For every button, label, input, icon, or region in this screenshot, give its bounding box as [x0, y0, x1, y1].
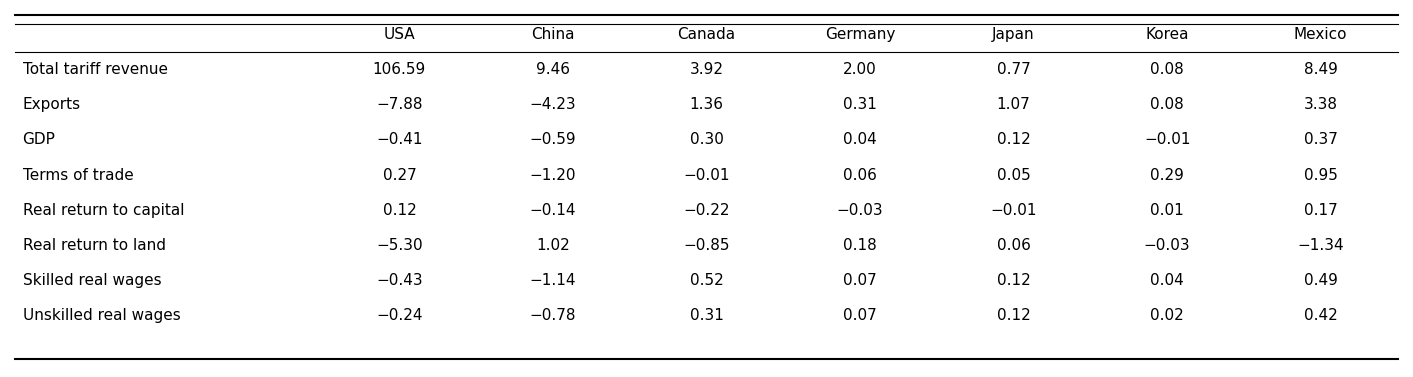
- Text: 0.02: 0.02: [1150, 308, 1184, 323]
- Text: Canada: Canada: [677, 27, 736, 42]
- Text: 0.18: 0.18: [844, 238, 877, 253]
- Text: −0.14: −0.14: [530, 203, 577, 218]
- Text: −7.88: −7.88: [376, 97, 422, 112]
- Text: Japan: Japan: [992, 27, 1034, 42]
- Text: 0.27: 0.27: [383, 168, 417, 182]
- Text: 0.12: 0.12: [996, 273, 1030, 288]
- Text: −0.24: −0.24: [376, 308, 422, 323]
- Text: 0.07: 0.07: [844, 308, 877, 323]
- Text: 1.02: 1.02: [536, 238, 569, 253]
- Text: Mexico: Mexico: [1294, 27, 1348, 42]
- Text: Total tariff revenue: Total tariff revenue: [23, 62, 168, 77]
- Text: 0.52: 0.52: [690, 273, 723, 288]
- Text: GDP: GDP: [23, 132, 55, 147]
- Text: −0.03: −0.03: [1145, 238, 1191, 253]
- Text: Exports: Exports: [23, 97, 81, 112]
- Text: −1.20: −1.20: [530, 168, 577, 182]
- Text: 0.37: 0.37: [1304, 132, 1338, 147]
- Text: 0.12: 0.12: [996, 308, 1030, 323]
- Text: −0.78: −0.78: [530, 308, 577, 323]
- Text: 0.06: 0.06: [996, 238, 1030, 253]
- Text: −0.01: −0.01: [1145, 132, 1190, 147]
- Text: 0.07: 0.07: [844, 273, 877, 288]
- Text: 0.30: 0.30: [690, 132, 723, 147]
- Text: Korea: Korea: [1146, 27, 1188, 42]
- Text: 0.31: 0.31: [690, 308, 723, 323]
- Text: 0.04: 0.04: [1150, 273, 1184, 288]
- Text: 3.92: 3.92: [690, 62, 723, 77]
- Text: 0.05: 0.05: [996, 168, 1030, 182]
- Text: Skilled real wages: Skilled real wages: [23, 273, 161, 288]
- Text: 1.36: 1.36: [690, 97, 723, 112]
- Text: 0.31: 0.31: [844, 97, 877, 112]
- Text: China: China: [531, 27, 575, 42]
- Text: 0.06: 0.06: [844, 168, 877, 182]
- Text: 2.00: 2.00: [844, 62, 877, 77]
- Text: 0.77: 0.77: [996, 62, 1030, 77]
- Text: USA: USA: [383, 27, 415, 42]
- Text: −0.01: −0.01: [684, 168, 729, 182]
- Text: −0.22: −0.22: [684, 203, 729, 218]
- Text: 0.49: 0.49: [1304, 273, 1338, 288]
- Text: 0.12: 0.12: [383, 203, 417, 218]
- Text: −5.30: −5.30: [376, 238, 422, 253]
- Text: 0.12: 0.12: [996, 132, 1030, 147]
- Text: −0.03: −0.03: [836, 203, 883, 218]
- Text: 0.95: 0.95: [1304, 168, 1338, 182]
- Text: Real return to land: Real return to land: [23, 238, 165, 253]
- Text: 0.01: 0.01: [1150, 203, 1184, 218]
- Text: 1.07: 1.07: [996, 97, 1030, 112]
- Text: 0.29: 0.29: [1150, 168, 1184, 182]
- Text: 106.59: 106.59: [373, 62, 425, 77]
- Text: −1.34: −1.34: [1297, 238, 1344, 253]
- Text: −0.43: −0.43: [376, 273, 422, 288]
- Text: 0.08: 0.08: [1150, 62, 1184, 77]
- Text: 9.46: 9.46: [536, 62, 569, 77]
- Text: −4.23: −4.23: [530, 97, 577, 112]
- Text: −0.85: −0.85: [684, 238, 729, 253]
- Text: 0.08: 0.08: [1150, 97, 1184, 112]
- Text: −0.59: −0.59: [530, 132, 577, 147]
- Text: 8.49: 8.49: [1304, 62, 1338, 77]
- Text: Real return to capital: Real return to capital: [23, 203, 184, 218]
- Text: −0.41: −0.41: [376, 132, 422, 147]
- Text: Unskilled real wages: Unskilled real wages: [23, 308, 181, 323]
- Text: −0.01: −0.01: [991, 203, 1037, 218]
- Text: 0.17: 0.17: [1304, 203, 1338, 218]
- Text: 3.38: 3.38: [1304, 97, 1338, 112]
- Text: Germany: Germany: [825, 27, 896, 42]
- Text: −1.14: −1.14: [530, 273, 577, 288]
- Text: Terms of trade: Terms of trade: [23, 168, 133, 182]
- Text: 0.42: 0.42: [1304, 308, 1338, 323]
- Text: 0.04: 0.04: [844, 132, 877, 147]
